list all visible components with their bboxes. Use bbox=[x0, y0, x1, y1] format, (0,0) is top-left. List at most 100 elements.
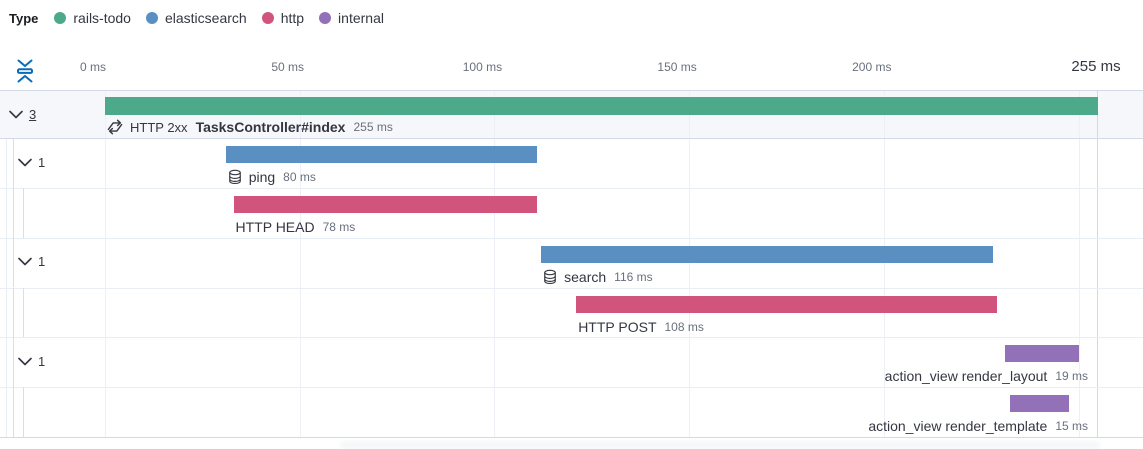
span-label-title: search bbox=[564, 268, 607, 285]
span-label-transaction: HTTP 2xx TasksController#index 255 ms bbox=[107, 118, 393, 136]
span-bar-http-head[interactable] bbox=[233, 195, 538, 213]
gridline-50ms bbox=[300, 90, 301, 437]
span-label-duration: 255 ms bbox=[353, 120, 393, 134]
axis-total-duration: 255 ms bbox=[1071, 58, 1121, 75]
legend-dot-http bbox=[261, 12, 274, 24]
span-label-duration: 78 ms bbox=[322, 219, 356, 234]
row-border bbox=[0, 138, 1143, 139]
row-separator bbox=[0, 238, 1143, 239]
gridline-200ms bbox=[884, 90, 885, 437]
waterfall-row-action-view-render-layout: 1 action_view render_layout 19 ms bbox=[0, 337, 1143, 388]
row-separator bbox=[0, 387, 1143, 388]
children-count: 1 bbox=[38, 353, 46, 369]
chevron-down-icon bbox=[18, 257, 32, 266]
span-label-prefix: HTTP 2xx bbox=[130, 119, 188, 135]
database-icon bbox=[543, 269, 557, 285]
axis-tick-0ms: 0 ms bbox=[79, 60, 106, 74]
legend-dot-internal bbox=[319, 12, 332, 24]
scroll-shadow bbox=[340, 441, 1100, 449]
span-bar-transaction[interactable] bbox=[105, 97, 1098, 115]
row-separator bbox=[0, 188, 1143, 189]
toggle-children-button-search[interactable]: 1 bbox=[18, 254, 45, 270]
span-label-title: ping bbox=[248, 169, 276, 185]
waterfall-row-action-view-render-template: action_view render_template 15 ms bbox=[0, 387, 1143, 437]
span-label-title: TasksController#index bbox=[195, 119, 346, 135]
span-label-duration: 116 ms bbox=[614, 269, 653, 284]
indent-guide bbox=[13, 138, 14, 188]
chevron-down-icon bbox=[18, 158, 32, 167]
span-label-duration: 80 ms bbox=[283, 170, 316, 184]
collapse-all-button[interactable] bbox=[14, 56, 40, 86]
span-label-title: action_view render_template bbox=[868, 418, 1048, 435]
legend-label: internal bbox=[338, 10, 384, 26]
trace-end-line bbox=[1097, 90, 1098, 437]
legend: Type rails-todo elasticsearch http internal bbox=[9, 10, 384, 26]
children-count: 1 bbox=[38, 254, 46, 270]
indent-guide bbox=[23, 187, 24, 238]
waterfall-row-transaction: 3 HTTP 2xx TasksController#index 255 ms bbox=[0, 90, 1143, 138]
indent-guide bbox=[23, 287, 24, 338]
fold-icon bbox=[14, 58, 40, 84]
span-label-ping: ping 80 ms bbox=[228, 168, 316, 186]
row-separator bbox=[0, 288, 1143, 289]
indent-guide bbox=[13, 237, 14, 288]
span-label-http-post: HTTP POST 108 ms bbox=[578, 318, 704, 336]
axis-tick-150ms: 150 ms bbox=[657, 60, 697, 74]
indent-guide bbox=[13, 287, 14, 338]
span-label-http-head: HTTP HEAD 78 ms bbox=[236, 218, 356, 236]
axis-tick-50ms: 50 ms bbox=[271, 60, 305, 74]
axis-tick-200ms: 200 ms bbox=[852, 60, 892, 74]
waterfall-row-http-post: HTTP POST 108 ms bbox=[0, 287, 1143, 338]
span-label-duration: 19 ms bbox=[1055, 369, 1088, 384]
span-label-title: HTTP HEAD bbox=[235, 218, 315, 235]
span-bar-action-view-render-layout[interactable] bbox=[1004, 345, 1079, 363]
legend-label: rails-todo bbox=[73, 10, 131, 26]
gridline-150ms bbox=[689, 90, 690, 437]
children-count: 3 bbox=[29, 106, 37, 122]
legend-items: rails-todo elasticsearch http internal bbox=[54, 10, 384, 26]
span-label-duration: 108 ms bbox=[664, 319, 704, 334]
row-border bbox=[0, 437, 1143, 438]
span-bar-ping[interactable] bbox=[225, 146, 538, 163]
legend-label: http bbox=[280, 10, 305, 26]
indent-guide bbox=[23, 387, 24, 437]
indent-guide bbox=[13, 187, 14, 238]
row-border bbox=[0, 90, 1143, 91]
span-label-duration: 15 ms bbox=[1055, 419, 1088, 434]
toggle-children-button-transaction[interactable]: 3 bbox=[9, 106, 36, 122]
row-separator bbox=[0, 337, 1143, 338]
span-bar-action-view-render-template[interactable] bbox=[1010, 395, 1069, 413]
legend-title: Type bbox=[9, 10, 39, 26]
legend-dot-elasticsearch bbox=[145, 12, 158, 24]
children-count: 1 bbox=[38, 154, 46, 170]
gridline-0ms bbox=[105, 90, 106, 437]
span-label-title: HTTP POST bbox=[578, 318, 657, 335]
toggle-children-button-action-view-render-layout[interactable]: 1 bbox=[18, 353, 45, 369]
database-icon bbox=[228, 169, 242, 185]
waterfall-row-search: 1 search 116 ms bbox=[0, 237, 1143, 288]
span-bar-search[interactable] bbox=[541, 245, 993, 263]
span-label-title: action_view render_layout bbox=[884, 368, 1048, 385]
waterfall-row-http-head: HTTP HEAD 78 ms bbox=[0, 187, 1143, 238]
waterfall-row-ping: 1 ping 80 ms bbox=[0, 138, 1143, 188]
toggle-children-button-ping[interactable]: 1 bbox=[18, 154, 45, 170]
axis-tick-100ms: 100 ms bbox=[462, 60, 503, 74]
legend-item-http: http bbox=[261, 10, 305, 26]
legend-item-elasticsearch: elasticsearch bbox=[145, 10, 247, 26]
span-bar-http-post[interactable] bbox=[576, 295, 997, 313]
gridline-100ms bbox=[494, 90, 495, 437]
children-indent-guide-root bbox=[6, 138, 7, 437]
span-label-action-view-render-template: action_view render_template 15 ms bbox=[868, 417, 1088, 435]
span-label-search: search 116 ms bbox=[543, 268, 653, 286]
indent-guide bbox=[13, 337, 14, 388]
gridline-250ms bbox=[1079, 90, 1080, 437]
indent-guide bbox=[13, 387, 14, 437]
span-label-action-view-render-layout: action_view render_layout 19 ms bbox=[885, 367, 1088, 385]
chevron-down-icon bbox=[9, 110, 23, 119]
legend-dot-rails-todo bbox=[54, 12, 67, 24]
legend-item-internal: internal bbox=[319, 10, 384, 26]
legend-label: elasticsearch bbox=[164, 10, 247, 26]
transaction-icon bbox=[107, 119, 123, 135]
legend-item-rails-todo: rails-todo bbox=[54, 10, 131, 26]
